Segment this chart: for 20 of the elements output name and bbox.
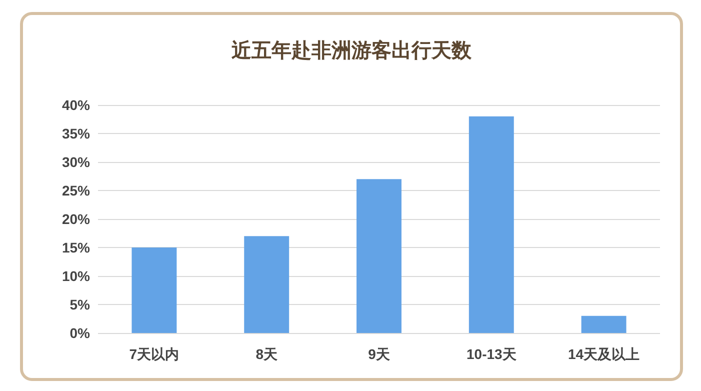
bar — [356, 179, 402, 333]
x-tick-label: 8天 — [256, 346, 278, 362]
bar — [132, 248, 177, 333]
bar — [468, 116, 514, 333]
y-tick-label: 5% — [70, 296, 91, 312]
y-tick-label: 20% — [62, 211, 91, 227]
y-tick-label: 0% — [70, 325, 91, 341]
x-tick-label: 14天及以上 — [568, 346, 640, 362]
y-tick-label: 40% — [62, 97, 91, 113]
y-tick-label: 25% — [62, 182, 91, 198]
bar — [581, 316, 626, 333]
chart-title: 近五年赴非洲游客出行天数 — [230, 38, 472, 62]
y-tick-label: 10% — [62, 268, 91, 284]
y-tick-label: 35% — [62, 126, 91, 142]
bar — [244, 236, 290, 333]
x-tick-label: 10-13天 — [466, 346, 518, 362]
y-tick-label: 15% — [62, 240, 91, 256]
x-tick-label: 9天 — [368, 346, 391, 362]
x-tick-label: 7天以内 — [129, 346, 180, 362]
y-tick-label: 30% — [62, 154, 91, 170]
